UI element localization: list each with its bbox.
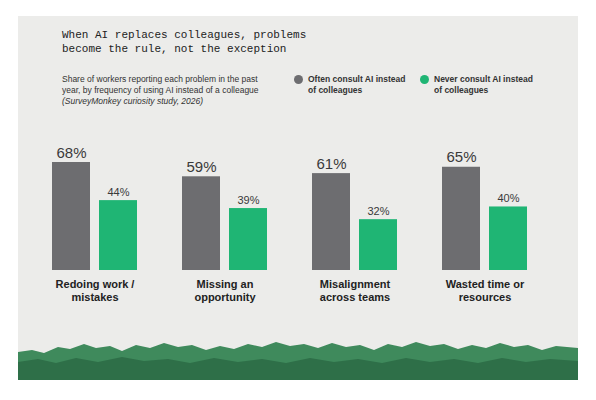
svg-text:40%: 40% xyxy=(497,192,519,204)
svg-text:32%: 32% xyxy=(367,205,389,217)
svg-text:Wasted time orresources: Wasted time orresources xyxy=(446,278,525,303)
html-text:(SurveyMonkey curiosity study,: (SurveyMonkey curiosity study, 2026) xyxy=(62,96,204,106)
svg-text:44%: 44% xyxy=(107,186,129,198)
svg-text:Missing anopportunity: Missing anopportunity xyxy=(194,278,256,303)
svg-text:65%: 65% xyxy=(446,148,476,165)
svg-text:39%: 39% xyxy=(237,194,259,206)
svg-text:Redoing work /mistakes: Redoing work /mistakes xyxy=(56,278,135,303)
svg-text:59%: 59% xyxy=(186,158,216,175)
svg-text:68%: 68% xyxy=(56,144,86,161)
svg-text:61%: 61% xyxy=(316,155,346,172)
html-text:Often consult AI instead of co: Often consult AI instead of colleagues xyxy=(308,74,406,95)
html-text:Share of workers reporting eac: Share of workers reporting each problem … xyxy=(62,74,259,95)
svg-text:Misalignmentacross teams: Misalignmentacross teams xyxy=(320,278,391,303)
html-text:When AI replaces colleagues, p: When AI replaces colleagues, problems be… xyxy=(62,29,307,55)
html-text:Never consult AI instead of co: Never consult AI instead of colleagues xyxy=(434,74,533,95)
